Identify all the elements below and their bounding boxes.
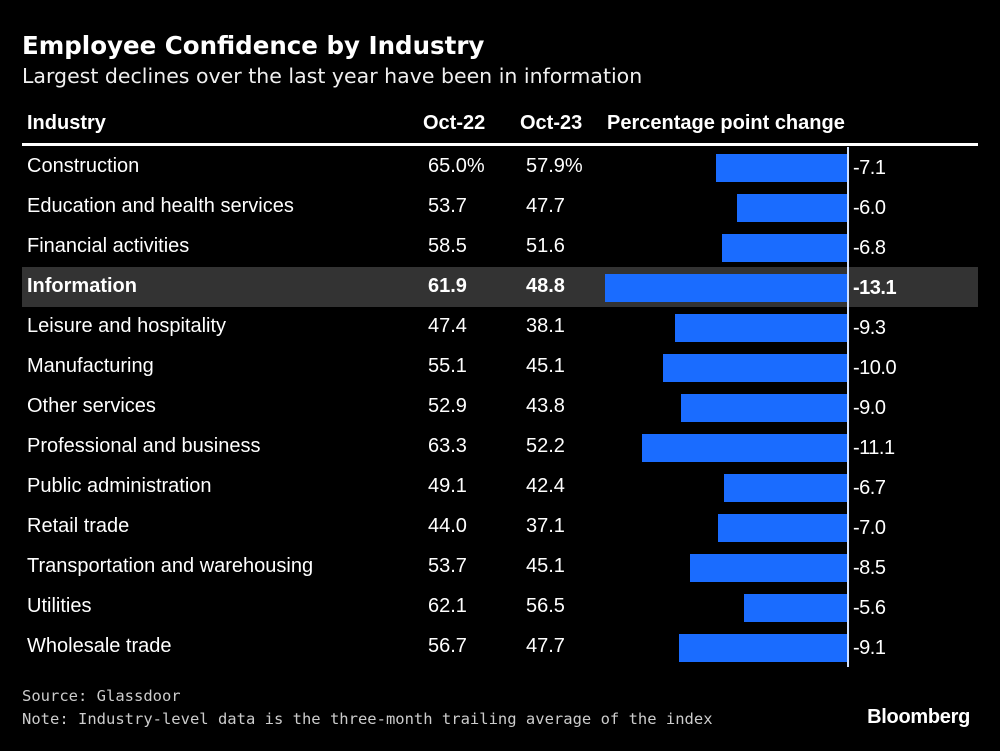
header-oct22: Oct-22 (423, 112, 486, 134)
table-row: Wholesale trade 56.7 47.7 -9.1 (22, 627, 978, 667)
zero-line (847, 147, 849, 667)
table-row: Financial activities 58.5 51.6 -6.8 (22, 227, 978, 267)
change-bar (679, 634, 848, 662)
oct23-value: 38.1 (526, 315, 565, 337)
change-bar (736, 194, 848, 222)
oct22-value: 56.7 (428, 635, 467, 657)
oct23-value: 45.1 (526, 355, 565, 377)
header-industry: Industry (27, 112, 106, 134)
table-row: Transportation and warehousing 53.7 45.1 -8… (22, 547, 978, 587)
industry-label: Leisure and hospitality (27, 315, 227, 337)
table-row: Manufacturing 55.1 45.1 -10.0 (22, 347, 978, 387)
chart-subtitle: Largest declines over the last year have… (22, 64, 643, 88)
change-label: -13.1 (853, 277, 897, 299)
change-bar (716, 154, 848, 182)
oct23-value: 47.7 (526, 195, 565, 217)
oct22-value: 44.0 (428, 515, 467, 537)
header-oct23: Oct-23 (520, 112, 583, 134)
change-bar (721, 234, 848, 262)
oct22-value: 61.9 (428, 275, 467, 297)
change-label: -9.0 (853, 397, 886, 419)
change-label: -10.0 (853, 357, 897, 379)
industry-label: Public administration (27, 475, 212, 497)
oct23-value: 37.1 (526, 515, 565, 537)
table-row: Utilities 62.1 56.5 -5.6 (22, 587, 978, 627)
oct22-value: 62.1 (428, 595, 467, 617)
header-change: Percentage point change (607, 112, 845, 134)
industry-label: Information (27, 275, 137, 297)
oct22-value: 53.7 (428, 195, 467, 217)
oct22-value: 63.3 (428, 435, 467, 457)
table-row: Public administration 49.1 42.4 -6.7 (22, 467, 978, 507)
industry-label: Wholesale trade (27, 635, 172, 657)
oct23-value: 47.7 (526, 635, 565, 657)
change-bar (744, 594, 848, 622)
oct22-value: 58.5 (428, 235, 467, 257)
oct23-value: 56.5 (526, 595, 565, 617)
change-label: -6.7 (853, 477, 886, 499)
oct22-value: 65.0% (428, 155, 485, 177)
industry-label: Transportation and warehousing (27, 555, 314, 577)
bloomberg-logo: Bloomberg (867, 706, 970, 728)
industry-label: Manufacturing (27, 355, 154, 377)
table-row: Education and health services 53.7 47.7 -6.… (22, 187, 978, 227)
source-note: Source: Glassdoor (22, 687, 181, 705)
header-divider (22, 143, 978, 146)
table-row: Information 61.9 48.8 -13.1 (22, 267, 978, 307)
change-bar (681, 394, 848, 422)
oct23-value: 57.9% (526, 155, 583, 177)
oct22-value: 49.1 (428, 475, 467, 497)
oct22-value: 47.4 (428, 315, 467, 337)
oct23-value: 43.8 (526, 395, 565, 417)
industry-label: Retail trade (27, 515, 130, 537)
oct22-value: 52.9 (428, 395, 467, 417)
change-label: -7.1 (853, 157, 886, 179)
oct22-value: 53.7 (428, 555, 467, 577)
change-bar (662, 354, 848, 382)
industry-label: Construction (27, 155, 140, 177)
industry-label: Other services (27, 395, 156, 417)
change-bar (605, 274, 848, 302)
industry-label: Financial activities (27, 235, 190, 257)
change-label: -6.8 (853, 237, 886, 259)
change-label: -5.6 (853, 597, 886, 619)
change-label: -9.3 (853, 317, 886, 339)
oct23-value: 42.4 (526, 475, 565, 497)
table-row: Leisure and hospitality 47.4 38.1 -9.3 (22, 307, 978, 347)
change-label: -7.0 (853, 517, 886, 539)
change-bar (723, 474, 848, 502)
industry-label: Utilities (27, 595, 92, 617)
industry-label: Education and health services (27, 195, 294, 217)
change-label: -6.0 (853, 197, 886, 219)
change-bar (642, 434, 848, 462)
oct23-value: 52.2 (526, 435, 565, 457)
change-label: -8.5 (853, 557, 886, 579)
change-label: -11.1 (853, 437, 895, 459)
table-row: Construction 65.0% 57.9% -7.1 (22, 147, 978, 187)
footnote: Note: Industry-level data is the three-m… (22, 710, 713, 728)
chart-title: Employee Confidence by Industry (22, 31, 485, 60)
industry-label: Professional and business (27, 435, 261, 457)
change-bar (718, 514, 848, 542)
table-row: Retail trade 44.0 37.1 -7.0 (22, 507, 978, 547)
oct23-value: 45.1 (526, 555, 565, 577)
change-bar (675, 314, 848, 342)
change-bar (690, 554, 848, 582)
table-row: Professional and business 63.3 52.2 -11.1 (22, 427, 978, 467)
oct23-value: 48.8 (526, 275, 565, 297)
oct23-value: 51.6 (526, 235, 565, 257)
oct22-value: 55.1 (428, 355, 467, 377)
change-label: -9.1 (853, 637, 886, 659)
table-row: Other services 52.9 43.8 -9.0 (22, 387, 978, 427)
